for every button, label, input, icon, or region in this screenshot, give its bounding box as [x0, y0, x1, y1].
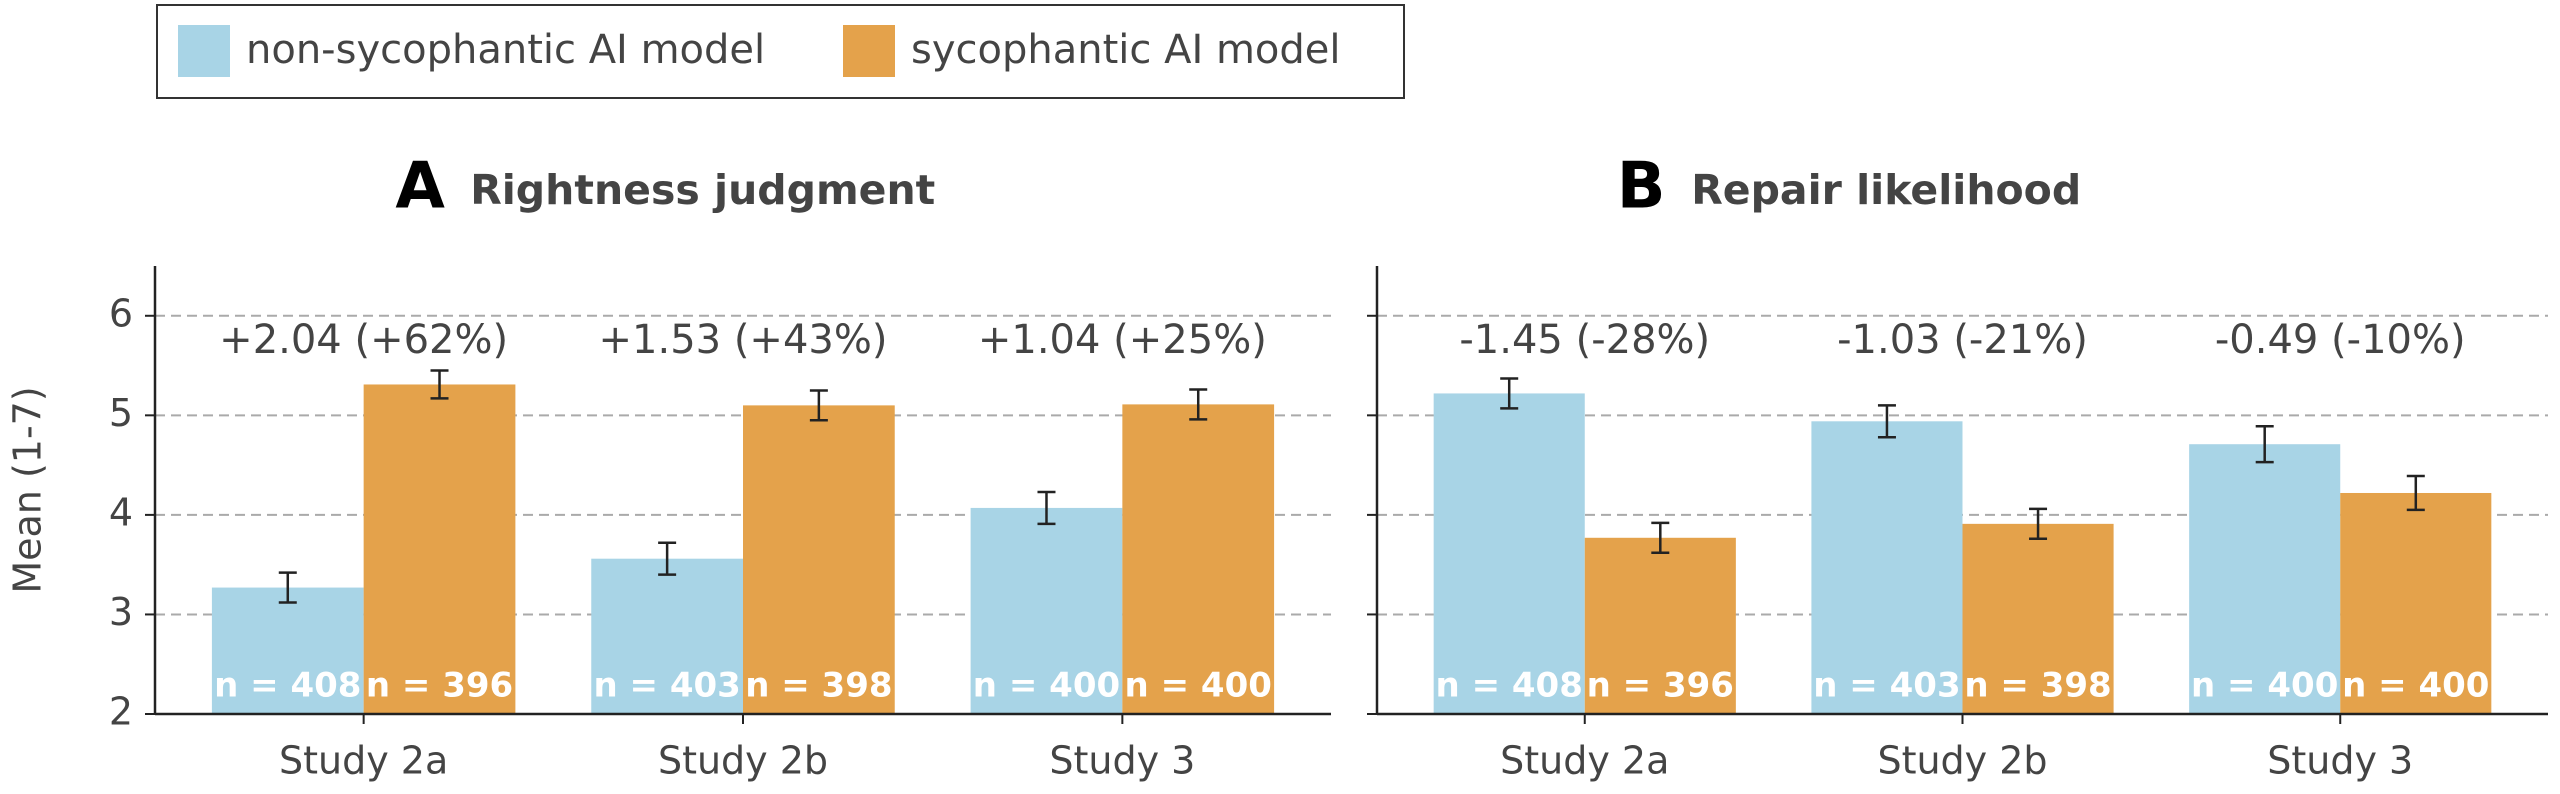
n-label: n = 396 — [1587, 666, 1734, 706]
difference-label: -0.49 (-10%) — [2215, 317, 2466, 363]
error-bar — [1877, 404, 1896, 439]
y-tick-label: 4 — [109, 490, 133, 534]
difference-label: -1.03 (-21%) — [1837, 317, 2088, 363]
error-bar — [1037, 490, 1056, 526]
n-label: n = 403 — [593, 666, 740, 706]
bar — [970, 507, 1123, 714]
error-bar — [1651, 521, 1670, 554]
bar — [363, 384, 516, 714]
error-bar — [1189, 388, 1208, 421]
bar — [1811, 421, 1963, 714]
n-label: n = 408 — [214, 666, 361, 706]
y-axis-label: Mean (1-7) — [6, 386, 50, 593]
x-tick-label: Study 3 — [1049, 739, 1195, 783]
difference-label: +1.04 (+25%) — [978, 317, 1267, 363]
n-label: n = 408 — [1436, 666, 1583, 706]
n-label: n = 400 — [1125, 666, 1272, 706]
error-bar — [430, 369, 449, 400]
n-label: n = 398 — [1964, 666, 2111, 706]
difference-label: +2.04 (+62%) — [219, 317, 508, 363]
bar — [2189, 444, 2341, 714]
error-bar — [278, 571, 297, 604]
error-bar — [2255, 425, 2274, 464]
y-tick-label: 2 — [109, 690, 133, 734]
bar — [1962, 523, 2114, 714]
bar — [1584, 537, 1736, 714]
error-bar — [2406, 474, 2425, 512]
bar — [743, 405, 895, 714]
x-tick-label: Study 2b — [1877, 739, 2047, 783]
error-bar — [2029, 507, 2048, 541]
x-tick-label: Study 2b — [658, 739, 828, 783]
difference-label: +1.53 (+43%) — [599, 317, 888, 363]
n-label: n = 396 — [366, 666, 513, 706]
y-tick-label: 3 — [109, 590, 133, 634]
error-bar — [1500, 377, 1519, 410]
panel-title: Rightness judgment — [470, 166, 935, 214]
panel-letter: B — [1617, 150, 1666, 224]
n-label: n = 400 — [2342, 666, 2489, 706]
panel-title: Repair likelihood — [1691, 166, 2081, 214]
bar — [1433, 393, 1585, 714]
error-bar — [658, 541, 677, 576]
bar — [211, 587, 364, 714]
legend-label: non-sycophantic AI model — [246, 27, 765, 73]
difference-label: -1.45 (-28%) — [1459, 317, 1710, 363]
legend-label: sycophantic AI model — [911, 27, 1341, 73]
n-label: n = 400 — [2191, 666, 2338, 706]
bar — [2340, 492, 2492, 714]
legend-swatch — [843, 25, 895, 77]
y-tick-label: 5 — [109, 391, 133, 435]
n-label: n = 398 — [745, 666, 892, 706]
error-bar — [809, 389, 828, 422]
y-tick-label: 6 — [109, 291, 133, 335]
n-label: n = 403 — [1813, 666, 1960, 706]
legend-box — [156, 4, 1405, 99]
bar — [591, 558, 743, 714]
x-tick-label: Study 3 — [2267, 739, 2413, 783]
bar — [1122, 404, 1275, 714]
x-tick-label: Study 2a — [279, 739, 448, 783]
panel-letter: A — [395, 150, 445, 224]
n-label: n = 400 — [973, 666, 1120, 706]
legend-swatch — [178, 25, 230, 77]
x-tick-label: Study 2a — [1500, 739, 1669, 783]
